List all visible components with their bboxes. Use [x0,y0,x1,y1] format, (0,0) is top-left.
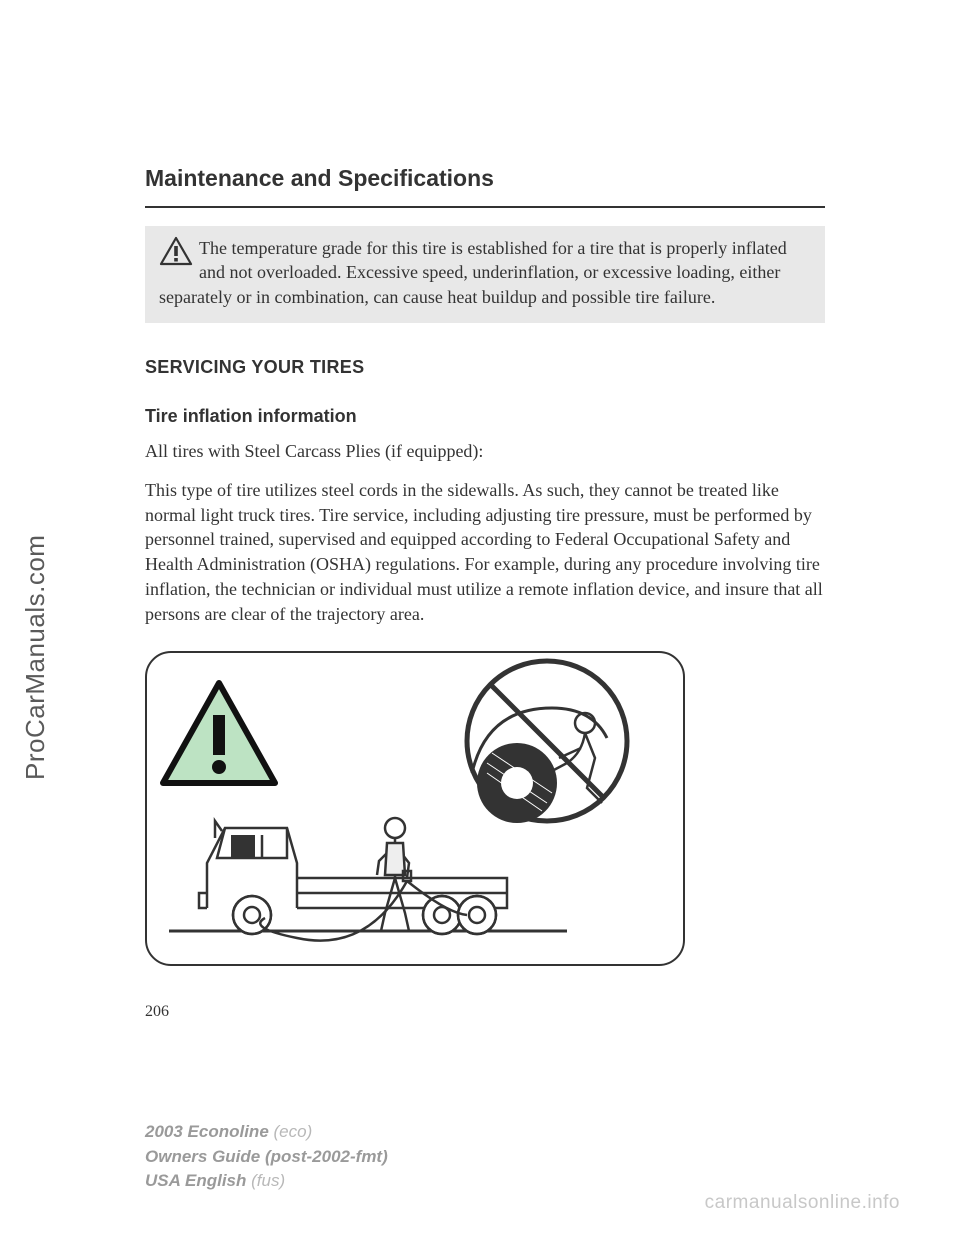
large-warning-triangle-icon [163,683,275,783]
footer-line1: 2003 Econoline (eco) [145,1120,388,1145]
footer-lang: USA English [145,1171,246,1190]
page-content: Maintenance and Specifications The tempe… [145,165,825,966]
heading-servicing-tires: SERVICING YOUR TIRES [145,357,825,378]
warning-callout: The temperature grade for this tire is e… [145,226,825,323]
page-number: 206 [145,1003,169,1021]
paragraph-steel-carcass: All tires with Steel Carcass Plies (if e… [145,439,825,464]
footer-line2: Owners Guide (post-2002-fmt) [145,1145,388,1170]
footer-lang-code: (fus) [251,1171,285,1190]
footer-guide: Owners Guide (post-2002-fmt) [145,1147,388,1166]
warning-text: The temperature grade for this tire is e… [159,236,811,309]
paragraph-osha: This type of tire utilizes steel cords i… [145,478,825,627]
manual-page: ProCarManuals.com Maintenance and Specif… [0,0,960,1242]
footer-model-code: (eco) [274,1122,313,1141]
footer-model: 2003 Econoline [145,1122,269,1141]
warning-triangle-icon [159,236,193,266]
section-divider [145,206,825,208]
footer-line3: USA English (fus) [145,1169,388,1194]
heading-tire-inflation-info: Tire inflation information [145,406,825,427]
bottom-watermark: carmanualsonline.info [705,1192,900,1214]
side-watermark: ProCarManuals.com [20,535,51,780]
footer-block: 2003 Econoline (eco) Owners Guide (post-… [145,1120,388,1194]
truck-side-icon [199,821,507,934]
section-title: Maintenance and Specifications [145,165,825,192]
safety-illustration [145,651,685,966]
prohibit-kneeling-at-tire-icon [467,661,627,823]
